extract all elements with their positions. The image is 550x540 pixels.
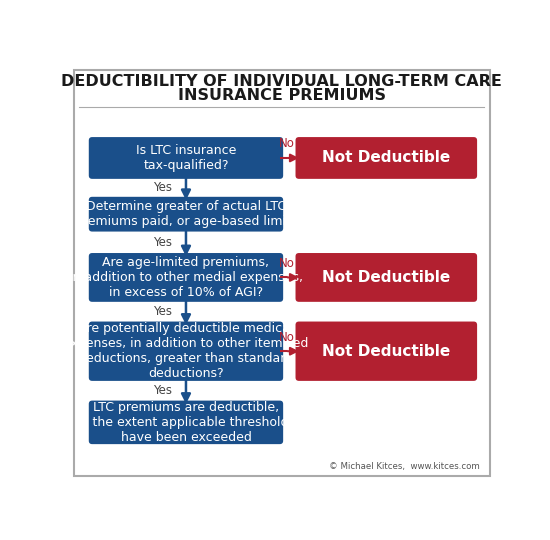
Text: Determine greater of actual LTC
premiums paid, or age-based limits: Determine greater of actual LTC premiums…: [75, 200, 297, 228]
FancyBboxPatch shape: [89, 137, 283, 179]
Text: Not Deductible: Not Deductible: [322, 344, 450, 359]
Text: Not Deductible: Not Deductible: [322, 270, 450, 285]
Text: No: No: [279, 257, 295, 270]
Text: Is LTC insurance
tax-qualified?: Is LTC insurance tax-qualified?: [136, 144, 236, 172]
FancyBboxPatch shape: [74, 70, 490, 476]
FancyBboxPatch shape: [89, 321, 283, 381]
Text: No: No: [279, 138, 295, 151]
FancyBboxPatch shape: [89, 197, 283, 232]
Text: No: No: [279, 330, 295, 344]
Text: © Michael Kitces,  www.kitces.com: © Michael Kitces, www.kitces.com: [329, 462, 480, 471]
Text: Yes: Yes: [153, 305, 172, 318]
Text: Yes: Yes: [153, 384, 172, 397]
Text: INSURANCE PREMIUMS: INSURANCE PREMIUMS: [178, 89, 386, 104]
FancyBboxPatch shape: [295, 137, 477, 179]
Text: Yes: Yes: [153, 236, 172, 249]
Text: Are age-limited premiums,
in addition to other medial expenses,
in excess of 10%: Are age-limited premiums, in addition to…: [69, 256, 303, 299]
Text: Not Deductible: Not Deductible: [322, 151, 450, 165]
Text: DEDUCTIBILITY OF INDIVIDUAL LONG-TERM CARE: DEDUCTIBILITY OF INDIVIDUAL LONG-TERM CA…: [62, 74, 502, 89]
FancyBboxPatch shape: [295, 321, 477, 381]
FancyBboxPatch shape: [89, 253, 283, 302]
FancyBboxPatch shape: [89, 401, 283, 444]
FancyBboxPatch shape: [295, 253, 477, 302]
Text: LTC premiums are deductible,
to the extent applicable thresholds
have been excee: LTC premiums are deductible, to the exte…: [76, 401, 295, 444]
Text: Are potentially deductible medical
expenses, in addition to other itemized
deduc: Are potentially deductible medical expen…: [63, 322, 309, 380]
Text: Yes: Yes: [153, 181, 172, 194]
